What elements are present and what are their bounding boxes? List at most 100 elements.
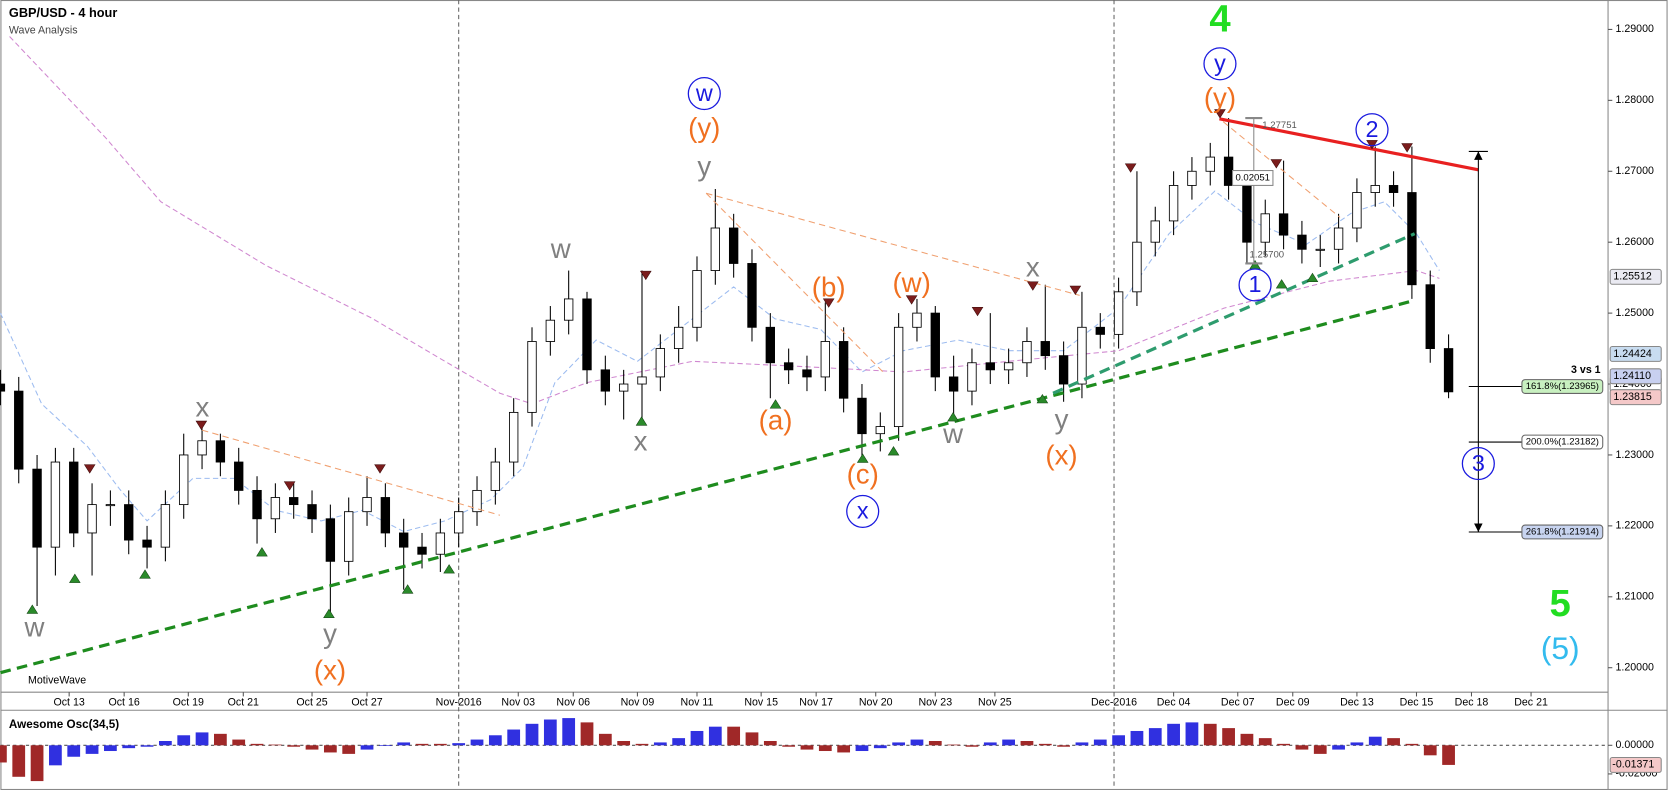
osc-bar [965,745,979,747]
wave-circle [687,76,721,111]
y-tick-label: 1.25000 [1615,307,1653,319]
wave-label: (c) [847,459,879,490]
pivot-high-marker [1027,281,1039,291]
osc-bar [1057,745,1070,747]
osc-bar [1222,728,1235,746]
candle-body [1022,341,1032,364]
osc-bar [727,726,741,746]
wave-label: w [550,233,572,264]
candle-body [179,454,189,506]
wave-label: 4 [1209,0,1231,40]
pivot-low-marker [887,446,900,456]
osc-y-tick-label: -0.02000 [1615,768,1657,780]
candle-body [252,489,262,520]
wave-circle [1355,113,1389,147]
osc-bar [598,733,612,746]
candle-body [600,369,611,392]
oscillator-title: Awesome Osc(34,5) [9,718,119,731]
pivot-low-marker [323,608,335,619]
candle-body [582,298,592,371]
candle-body [1003,362,1014,371]
wave-label: y [323,618,337,649]
candle-body [69,461,79,534]
pivot-high-marker [1069,285,1082,296]
osc-bar [1075,742,1089,746]
osc-bar [12,745,26,777]
osc-bar [250,743,264,746]
wave-label: (y) [1204,82,1236,113]
wave-label: (5) [1541,630,1580,666]
pivot-high-marker [195,420,208,431]
wave-label: (y) [688,112,720,143]
price-marker-label: 1.25512 [1613,271,1651,283]
pivot-low-marker [256,547,268,557]
osc-bar [763,740,777,746]
chart-title: GBP/USD - 4 hour [9,5,117,20]
osc-bar [1148,728,1162,746]
osc-bar [983,742,997,746]
candle-body [1333,227,1344,250]
osc-bar [1258,738,1272,746]
candle-body [325,518,336,562]
osc-bar [1332,745,1345,750]
pivot-high-marker [1270,159,1283,169]
candle-body [0,383,6,392]
pivot-low-marker [26,604,39,614]
x-tick-label: Oct 27 [351,697,382,709]
wave-label: w [23,612,45,643]
candle-body [105,504,116,507]
candle-body [1205,156,1215,172]
candle-body [472,489,482,513]
fib-level-box [1521,434,1604,450]
wave-label: 5 [1550,582,1571,625]
osc-bar [1038,743,1052,746]
candle-body [1040,341,1050,357]
candle-body [1370,185,1380,193]
trendline [1219,117,1479,172]
pivot-low-marker [69,573,81,583]
candle-body [527,341,537,413]
x-tick-label: Nov 15 [744,697,778,709]
osc-bar [159,740,172,746]
y-tick-label: 1.26000 [1615,236,1653,248]
osc-bar [67,745,81,757]
osc-bar [1167,723,1180,746]
candle-body [417,546,427,555]
chart-subtitle: Wave Analysis [9,25,78,37]
fib-level-label: 161.8%(1.23965) [1526,381,1599,392]
candle-body [967,362,977,392]
osc-bar [690,730,704,746]
x-tick-label: Dec 15 [1400,697,1434,709]
osc-bar [653,742,667,746]
fib-level-box [1521,379,1604,394]
trendline [0,298,1416,675]
y-tick-label: 1.20000 [1615,662,1653,674]
x-tick-label: Oct 21 [228,697,259,709]
candle-body [655,348,666,378]
price-marker [1609,389,1662,406]
pivot-low-marker [1306,272,1319,283]
candle-body [1095,326,1105,335]
osc-bar [580,722,594,746]
candle-body [234,461,244,491]
osc-bar [415,743,429,746]
candle-body [399,532,409,548]
pivot-high-marker [971,307,984,317]
candle-body [820,341,830,378]
trendline [1052,232,1416,395]
fib-level-label: 200.0%(1.23182) [1526,437,1599,448]
wave-label: y [697,150,711,181]
osc-bar [1405,743,1419,746]
pivot-low-marker [1036,393,1049,404]
pivot-low-marker [401,584,414,594]
measure-low-label: 1.25700 [1250,249,1285,260]
candle-body [270,497,281,520]
osc-bar [305,745,319,750]
wave-circle [1238,268,1272,302]
pivot-low-marker [947,412,959,422]
osc-bar [910,739,924,746]
osc-bar [782,745,796,747]
x-tick-label: Oct 13 [53,697,84,709]
osc-bar [268,744,282,746]
